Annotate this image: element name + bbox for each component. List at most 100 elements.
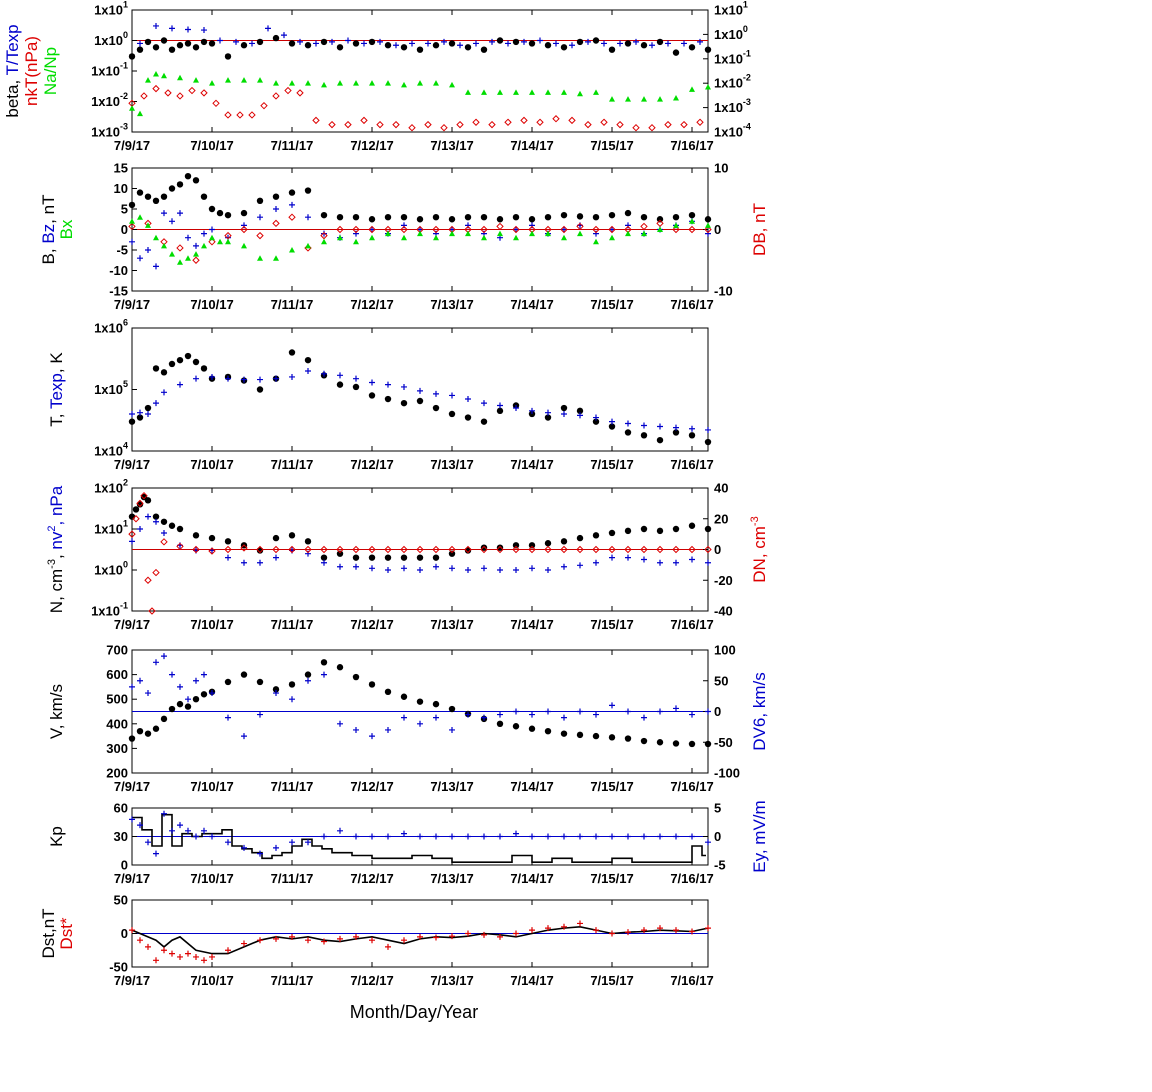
data-point (625, 230, 631, 237)
data-point (576, 38, 584, 46)
data-point (273, 935, 279, 942)
y-axis-label: Dst,nT (39, 908, 58, 958)
data-point (140, 491, 148, 500)
x-tick-label: 7/9/17 (114, 973, 150, 988)
data-point (145, 410, 151, 417)
data-point (176, 356, 184, 364)
y-axis-label-part: Dst* (57, 917, 76, 950)
data-point (353, 80, 359, 86)
y-axis-label-part: T, (47, 409, 66, 427)
y2-axis-label: DN, cm-3 (749, 516, 769, 582)
data-point (465, 711, 471, 718)
data-point (536, 118, 544, 126)
y2-axis-label-part: DN, cm (750, 526, 769, 583)
data-point (209, 80, 215, 86)
data-point (433, 80, 439, 86)
data-point (416, 545, 424, 554)
data-point (200, 89, 208, 97)
data-point (384, 214, 392, 221)
panel-p5: 7/9/17 7/10/17 7/11/17 7/12/17 7/13/17 7/14/1… (47, 643, 769, 795)
series-ey (129, 810, 711, 857)
data-point (289, 839, 295, 846)
data-point (696, 118, 704, 126)
data-point (145, 943, 151, 950)
data-point (224, 231, 232, 240)
data-point (577, 230, 583, 237)
y-tick-label-exponent: 4 (123, 441, 128, 451)
y2-axis-label-part: -3 (749, 516, 761, 526)
data-point (416, 46, 424, 53)
data-point (529, 711, 535, 718)
x-tick-label: 7/14/17 (510, 297, 553, 312)
x-tick-label: 7/9/17 (114, 779, 150, 794)
data-point (288, 681, 296, 688)
data-point (152, 568, 160, 577)
y-tick-label: 15 (114, 161, 128, 176)
x-tick-label: 7/16/17 (670, 871, 713, 886)
y-tick-label: 60 (114, 801, 128, 816)
data-point (152, 84, 160, 93)
data-point (704, 525, 712, 533)
data-point (272, 545, 280, 554)
y-tick-label: 400 (106, 716, 128, 731)
data-point (368, 225, 376, 234)
data-point (305, 80, 311, 86)
data-point (496, 545, 504, 554)
y2-tick-label: 1x10-4 (714, 122, 751, 140)
data-point (201, 827, 207, 834)
y-tick-label-mantissa: 1x10 (94, 3, 123, 18)
data-point (497, 711, 503, 718)
data-point (561, 714, 567, 721)
data-point (472, 118, 480, 126)
data-point (256, 678, 264, 686)
y-axis-label-part: , (47, 550, 66, 559)
x-tick-label: 7/14/17 (510, 617, 553, 632)
data-point (640, 545, 648, 554)
data-point (289, 201, 295, 208)
data-point (688, 432, 696, 439)
data-point (148, 607, 156, 615)
data-point (401, 714, 407, 721)
data-point (272, 686, 280, 693)
y2-tick-label: -100 (714, 766, 740, 781)
data-point (593, 230, 599, 237)
y2-tick-label: 40 (714, 481, 728, 496)
data-point (272, 219, 280, 228)
data-point (641, 833, 647, 840)
data-point (449, 726, 455, 733)
y-tick-label: 500 (106, 692, 128, 707)
data-point (128, 513, 136, 520)
y-axis-label: Bx (57, 219, 76, 239)
data-point (432, 545, 440, 554)
data-point (188, 86, 196, 95)
data-point (601, 40, 607, 47)
data-point (576, 222, 584, 231)
data-point (240, 209, 248, 217)
y2-tick-label-mantissa: 1x10 (714, 125, 743, 140)
data-point (369, 833, 375, 840)
data-point (624, 429, 632, 436)
data-point (161, 810, 167, 817)
data-point (225, 714, 231, 721)
data-point (529, 230, 535, 237)
data-point (489, 38, 495, 45)
y2-axis-label-part: DB, nT (750, 203, 769, 256)
data-point (497, 833, 503, 840)
data-point (609, 702, 615, 709)
data-point (224, 211, 232, 219)
data-point (560, 44, 568, 51)
data-point (256, 547, 264, 554)
data-point (672, 740, 680, 747)
data-point (704, 46, 712, 53)
data-point (561, 89, 567, 95)
y-tick-label-exponent: 1 (123, 0, 128, 10)
data-point (337, 827, 343, 834)
data-point (320, 231, 328, 240)
y2-tick-label: 50 (714, 673, 728, 688)
data-point (257, 77, 263, 83)
data-point (312, 116, 320, 125)
data-point (369, 226, 375, 233)
data-point (129, 105, 135, 111)
y-axis-label-part: , K (47, 352, 66, 373)
data-point (241, 77, 247, 83)
